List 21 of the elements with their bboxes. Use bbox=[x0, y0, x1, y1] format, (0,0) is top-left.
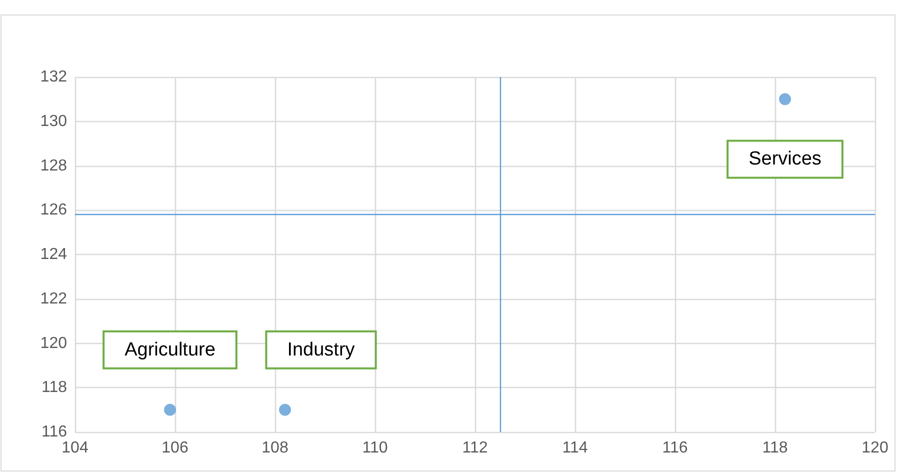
y-tick-label: 132 bbox=[40, 68, 68, 86]
x-tick-label: 114 bbox=[562, 440, 588, 456]
x-tick-label: 116 bbox=[662, 440, 688, 456]
x-tick-label: 120 bbox=[862, 440, 888, 456]
annotation: Services bbox=[748, 148, 822, 170]
x-tick-label: 112 bbox=[462, 440, 488, 456]
x-tick-label: 104 bbox=[62, 440, 88, 456]
x-tick-label: 108 bbox=[262, 440, 288, 456]
x-tick-label: 110 bbox=[362, 440, 388, 456]
y-tick-label: 130 bbox=[40, 112, 68, 130]
y-tick-label: 126 bbox=[40, 202, 68, 219]
y-tick-label: 128 bbox=[40, 157, 68, 174]
y-tick-label: 120 bbox=[40, 334, 68, 352]
y-tick-label: 116 bbox=[41, 424, 68, 440]
y-tick-label: 124 bbox=[40, 246, 68, 263]
annotation: Industry bbox=[287, 339, 356, 360]
y-tick-label: 122 bbox=[40, 290, 68, 308]
x-tick-label: 106 bbox=[162, 440, 188, 456]
x-tick-label: 118 bbox=[762, 440, 788, 456]
annotation: Agriculture bbox=[124, 339, 216, 360]
y-tick-label: 118 bbox=[41, 379, 68, 396]
